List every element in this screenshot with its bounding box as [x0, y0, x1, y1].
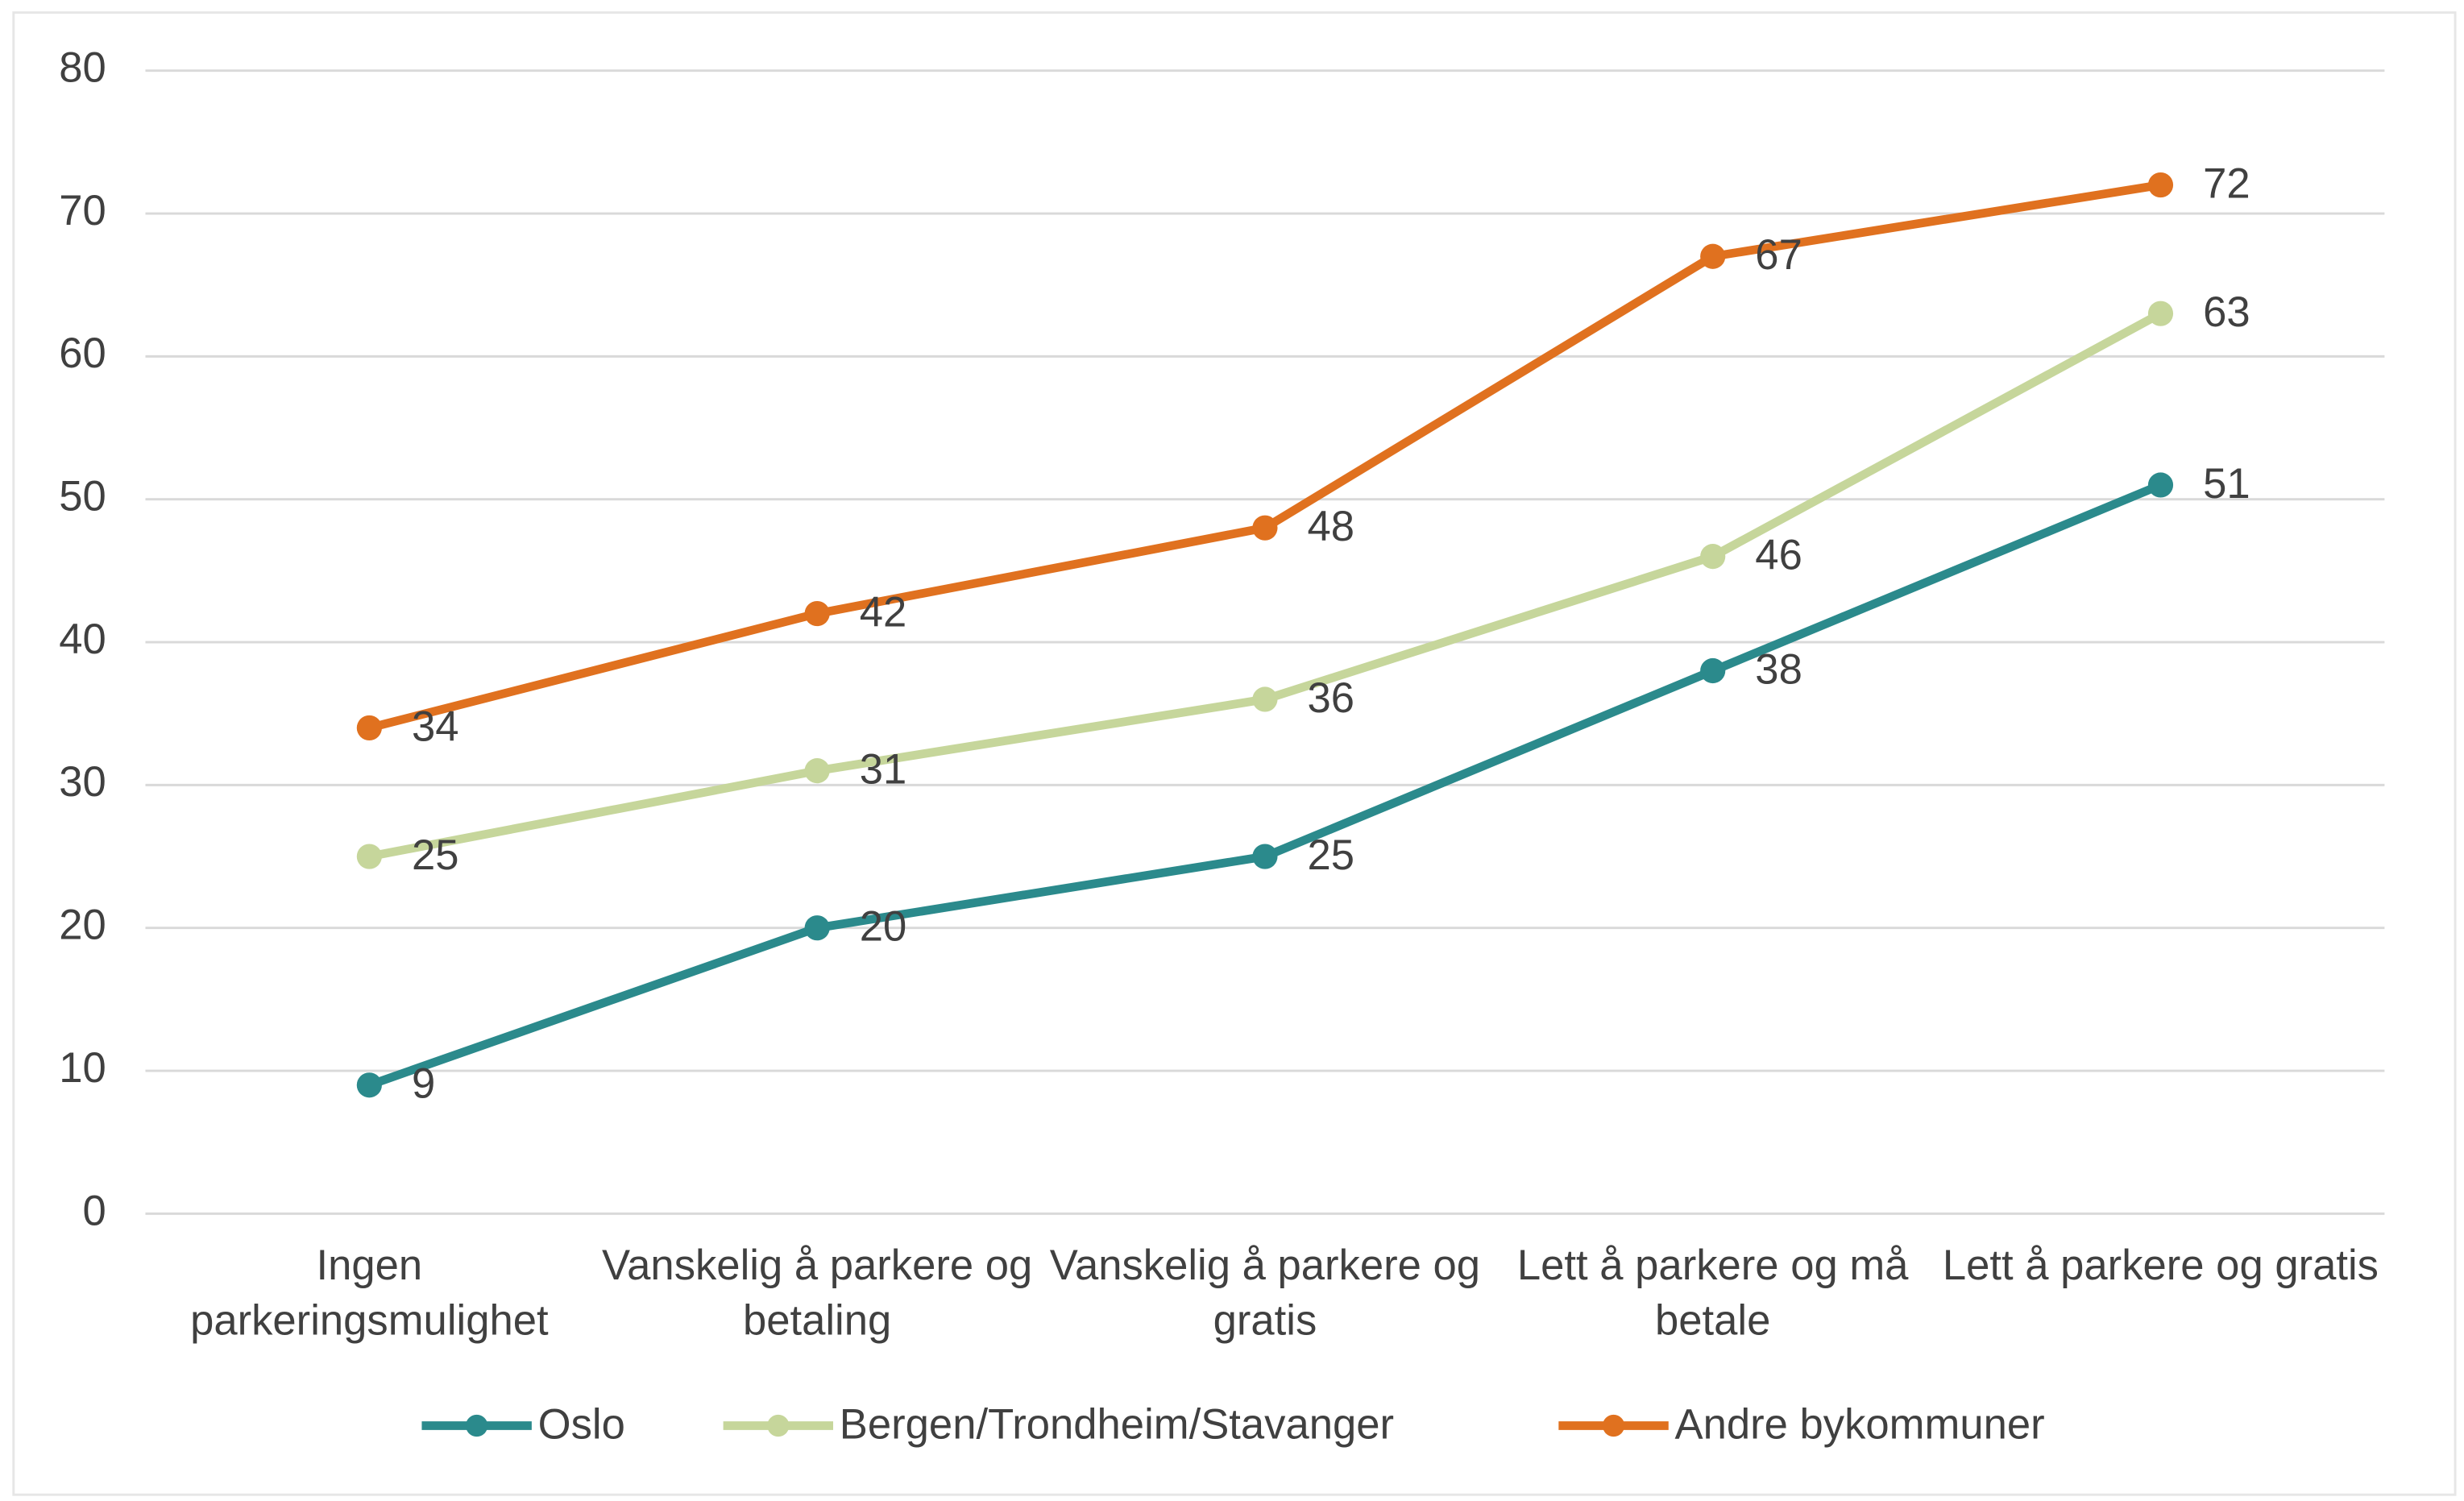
y-tick-label: 20: [59, 902, 106, 949]
data-point: [2147, 301, 2174, 326]
legend-label: Andre bykommuner: [1675, 1400, 2045, 1448]
x-tick-label: Lett å parkere og må betale: [1516, 1242, 1909, 1345]
data-label: 67: [1755, 231, 1802, 279]
data-label: 42: [860, 588, 907, 636]
data-point: [2147, 172, 2174, 198]
x-tick-label: Ingen parkeringsmulighet: [190, 1242, 549, 1345]
data-label: 34: [412, 703, 459, 750]
data-label: 20: [860, 903, 907, 951]
x-tick-label-box: Vanskelig å parkere og gratis: [1049, 1242, 1481, 1345]
x-tick-label: Vanskelig å parkere og betaling: [601, 1242, 1033, 1345]
data-point: [1700, 657, 1726, 684]
data-point: [804, 915, 830, 941]
legend-marker: [767, 1414, 790, 1437]
data-point: [1252, 515, 1278, 541]
legend-marker: [466, 1414, 488, 1437]
data-point: [356, 1072, 382, 1098]
data-point: [1700, 243, 1726, 269]
data-point: [804, 600, 830, 627]
data-point: [356, 715, 382, 741]
data-label: 31: [860, 745, 907, 793]
y-tick-label: 0: [82, 1187, 106, 1234]
legend-marker: [1602, 1414, 1625, 1437]
data-label: 51: [2203, 460, 2250, 508]
data-label: 72: [2203, 160, 2250, 207]
x-tick-label-box: Vanskelig å parkere og betaling: [601, 1242, 1033, 1345]
legend-label: Oslo: [538, 1400, 625, 1448]
x-tick-label-box: Lett å parkere og gratis: [1942, 1242, 2379, 1289]
x-tick-label-box: Lett å parkere og må betale: [1516, 1242, 1909, 1345]
y-tick-label: 60: [59, 330, 106, 377]
y-tick-label: 10: [59, 1044, 106, 1092]
data-label: 63: [2203, 288, 2250, 336]
y-tick-label: 30: [59, 758, 106, 806]
y-tick-label: 70: [59, 187, 106, 234]
data-point: [1252, 686, 1278, 712]
series-line: [368, 309, 2163, 861]
data-label: 48: [1308, 503, 1355, 550]
data-label: 46: [1755, 531, 1802, 578]
data-label: 25: [412, 831, 459, 879]
x-tick-label: Lett å parkere og gratis: [1942, 1242, 2379, 1289]
y-tick-label: 40: [59, 616, 106, 663]
data-point: [804, 758, 830, 784]
data-label: 25: [1308, 831, 1355, 879]
y-tick-label: 50: [59, 473, 106, 520]
data-point: [2147, 472, 2174, 498]
data-label: 38: [1755, 645, 1802, 693]
data-label: 9: [412, 1060, 435, 1108]
legend-label: Bergen/Trondheim/Stavanger: [840, 1400, 1394, 1448]
data-point: [1252, 844, 1278, 869]
data-label: 36: [1308, 674, 1355, 722]
y-tick-label: 80: [59, 44, 106, 92]
x-tick-label-box: Ingen parkeringsmulighet: [190, 1242, 549, 1345]
x-tick-label: Vanskelig å parkere og gratis: [1049, 1242, 1481, 1345]
data-point: [1700, 544, 1726, 570]
data-point: [356, 844, 382, 869]
chart-frame: [12, 11, 2457, 1496]
